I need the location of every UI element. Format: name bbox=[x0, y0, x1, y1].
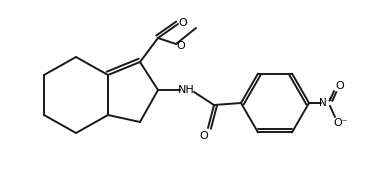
Text: N⁺: N⁺ bbox=[319, 98, 333, 108]
Text: O: O bbox=[179, 18, 187, 28]
Text: O⁻: O⁻ bbox=[334, 118, 348, 128]
Text: O: O bbox=[200, 131, 208, 141]
Text: O: O bbox=[177, 41, 185, 51]
Text: O: O bbox=[335, 81, 344, 91]
Text: NH: NH bbox=[178, 85, 195, 95]
